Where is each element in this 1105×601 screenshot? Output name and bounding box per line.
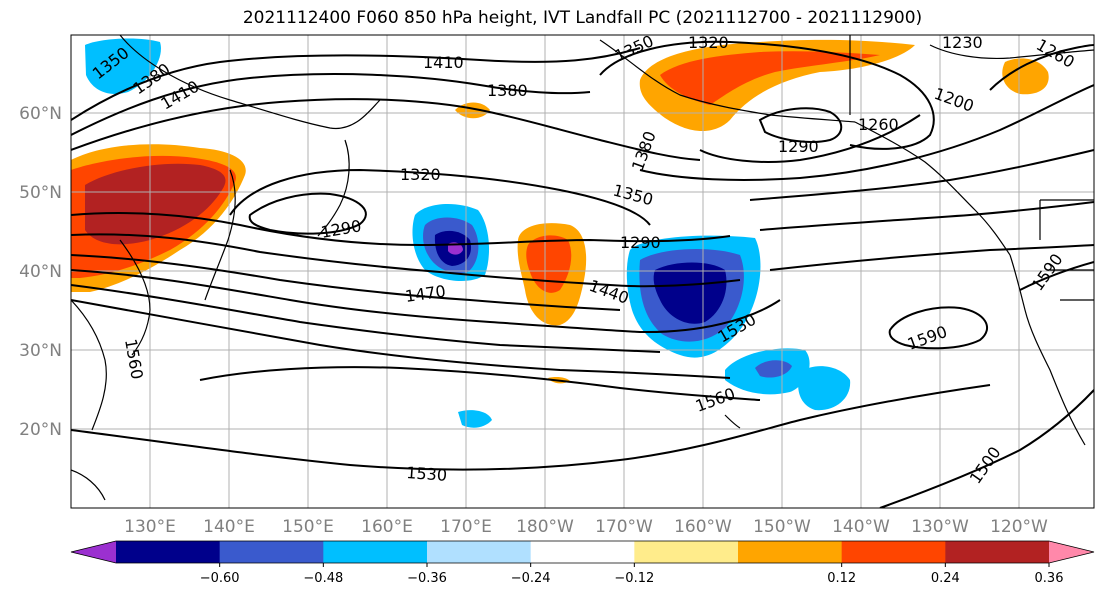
lat-label: 50°N bbox=[19, 183, 62, 203]
map-title: 2021112400 F060 850 hPa height, IVT Land… bbox=[242, 8, 923, 28]
colorbar-tick-label: −0.24 bbox=[511, 571, 551, 586]
lat-label: 30°N bbox=[19, 341, 62, 361]
colorbar-tick-label: −0.12 bbox=[614, 571, 654, 586]
contour-label: 1380 bbox=[487, 81, 528, 100]
contour-label: 1230 bbox=[942, 33, 983, 52]
shade-dateline-positive-inner bbox=[526, 235, 572, 293]
contour-label: 1320 bbox=[688, 33, 729, 52]
shade-nw-negative bbox=[85, 38, 161, 95]
lon-label: 150°W bbox=[753, 517, 811, 537]
lon-label: 160°E bbox=[361, 517, 413, 537]
colorbar-bin bbox=[116, 541, 221, 563]
colorbar: −0.60−0.48−0.36−0.24−0.120.120.240.360.4… bbox=[70, 540, 1095, 586]
colorbar-tick-label: −0.36 bbox=[407, 571, 447, 586]
lon-label: 160°W bbox=[674, 517, 732, 537]
shade-hawaii-negative-east bbox=[798, 366, 851, 411]
colorbar-tick-label: −0.48 bbox=[303, 571, 343, 586]
colorbar-extend-low bbox=[71, 541, 116, 563]
shade-bc-positive bbox=[1002, 58, 1049, 95]
shade-asia-positive-inner bbox=[85, 163, 226, 245]
colorbar-outline bbox=[70, 540, 1095, 564]
contour-label: 1410 bbox=[423, 53, 464, 72]
lat-label: 60°N bbox=[19, 104, 62, 124]
colorbar-bin bbox=[323, 541, 428, 563]
colorbar-tick-label: 0.12 bbox=[827, 571, 856, 586]
latitude-labels: 60°N 50°N 40°N 30°N 20°N bbox=[19, 104, 62, 440]
contour-label: 1530 bbox=[406, 463, 448, 485]
lon-label: 130°E bbox=[124, 517, 176, 537]
colorbar-extend-high bbox=[1049, 541, 1094, 563]
map-frame bbox=[70, 34, 1095, 509]
lon-label: 170°W bbox=[595, 517, 653, 537]
colorbar-bin bbox=[841, 541, 946, 563]
shade-hawaii-negative-inner bbox=[755, 360, 792, 378]
lon-label: 140°E bbox=[203, 517, 255, 537]
longitude-labels: 130°E 140°E 150°E 160°E 170°E 180°W 170°… bbox=[124, 517, 1048, 537]
colorbar-tick-label: 0.24 bbox=[931, 571, 960, 586]
contour-label: 1290 bbox=[620, 233, 661, 252]
lon-label: 170°E bbox=[440, 517, 492, 537]
lon-label: 120°W bbox=[990, 517, 1048, 537]
colorbar-bin bbox=[738, 541, 843, 563]
colorbar-tick-label: −0.60 bbox=[200, 571, 240, 586]
lon-label: 130°W bbox=[911, 517, 969, 537]
lat-label: 20°N bbox=[19, 420, 62, 440]
height-contours bbox=[71, 40, 1094, 508]
colorbar-bin bbox=[219, 541, 324, 563]
shade-alaska-positive-inner bbox=[660, 51, 880, 105]
graticule bbox=[71, 35, 1094, 508]
coastlines bbox=[71, 35, 1094, 501]
shade-160w-negative-inner bbox=[653, 262, 727, 324]
colorbar-bin bbox=[945, 541, 1050, 563]
contour-label: 1260 bbox=[858, 115, 899, 134]
colorbar-bin bbox=[427, 541, 532, 563]
lon-label: 180°W bbox=[516, 517, 574, 537]
colorbar-bin bbox=[634, 541, 739, 563]
lon-label: 150°E bbox=[282, 517, 334, 537]
lon-label: 140°W bbox=[832, 517, 890, 537]
lat-label: 40°N bbox=[19, 262, 62, 282]
colorbar-bin bbox=[530, 541, 635, 563]
colorbar-tick-label: 0.36 bbox=[1035, 571, 1064, 586]
contour-label: 1320 bbox=[400, 165, 441, 184]
contour-label: 1290 bbox=[778, 137, 819, 156]
